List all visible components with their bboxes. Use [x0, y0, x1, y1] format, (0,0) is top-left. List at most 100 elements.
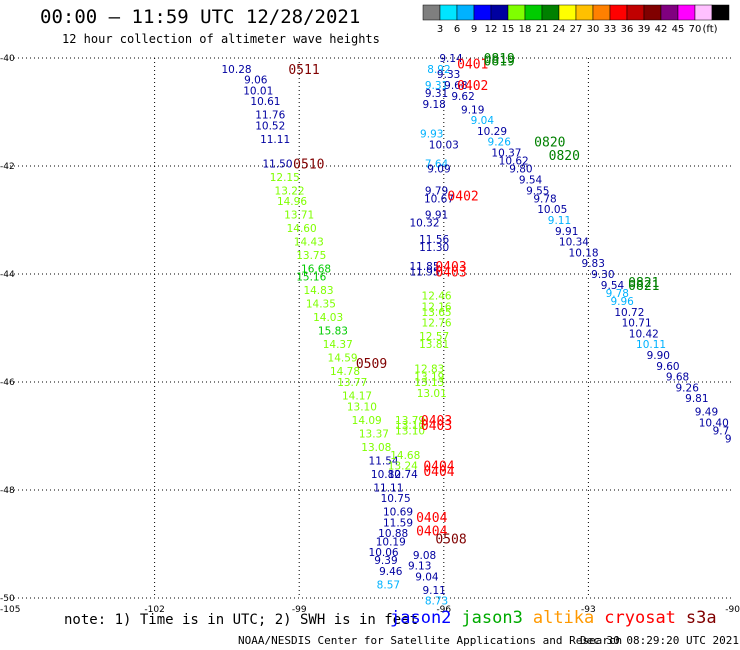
swh-data-point: 11.54: [369, 455, 399, 467]
swh-data-point: 11.11: [373, 482, 403, 494]
x-tick-label: -102: [144, 605, 164, 615]
swh-data-point: 13.13: [414, 377, 444, 389]
x-tick-label: -96: [436, 605, 451, 615]
pass-time-label: 0403: [435, 265, 466, 280]
color-scale-bar: 3 6 9 12 15 18 21 24 27 30 33 36 39 42 45 70 (ft): [422, 4, 730, 34]
colorbar-swatch: [711, 4, 730, 21]
swh-data-point: 9.96: [610, 296, 634, 308]
swh-data-point: 14.35: [306, 299, 336, 311]
swh-data-point: 12.16: [422, 301, 452, 313]
pass-time-label: 0508: [435, 533, 466, 548]
swh-data-point: 11.59: [383, 517, 413, 529]
colorbar-tick-label: 36: [621, 24, 634, 34]
swh-data-point: 11.85: [409, 261, 439, 273]
swh-data-point: 9.11: [548, 215, 571, 227]
swh-data-point: 9.14: [439, 53, 463, 65]
swh-data-point: 15.16: [296, 272, 326, 284]
swh-data-point: 10.42: [629, 328, 659, 340]
pass-time-label: 0404: [423, 460, 454, 475]
swh-data-point: 9.18: [422, 99, 445, 111]
footer-credit: NOAA/NESDIS Center for Satellite Applica…: [238, 634, 623, 647]
colorbar-tick-label: 9: [471, 24, 477, 34]
swh-data-point: 9.90: [647, 350, 670, 362]
colorbar-tick-label: 24: [553, 24, 566, 34]
swh-data-point: 12.57: [419, 331, 449, 343]
swh-data-point: 9.04: [415, 571, 439, 583]
y-tick-label: -48: [0, 486, 15, 496]
colorbar-tick-label: 21: [536, 24, 549, 34]
swh-data-point: 10.28: [222, 64, 252, 76]
pass-time-label: 0820: [549, 149, 580, 164]
pass-time-label: 0511: [288, 63, 319, 78]
swh-data-point: 14.96: [277, 196, 307, 208]
colorbar-tick-label: 42: [655, 24, 668, 34]
swh-data-point: 10.40: [699, 418, 729, 430]
pass-time-label: 0401: [457, 57, 488, 72]
y-tick-label: -50: [0, 594, 15, 604]
pass-time-label: 0403: [435, 260, 466, 275]
swh-data-point: 14.09: [352, 415, 382, 427]
swh-data-point: 10.37: [491, 148, 521, 160]
swh-data-point: 9: [725, 434, 732, 446]
legend-entry: altika: [532, 608, 595, 628]
swh-data-point: 14.60: [287, 223, 317, 235]
swh-data-point: 9.68: [666, 372, 689, 384]
swh-data-point: 8.92: [427, 64, 450, 76]
swh-data-point: 13.75: [296, 250, 326, 262]
legend-entry: jason3: [461, 608, 523, 628]
y-tick-label: -46: [0, 378, 15, 388]
swh-data-point: 9.30: [591, 269, 614, 281]
swh-data-point: 9.54: [519, 175, 543, 187]
swh-data-point: 13.65: [422, 307, 452, 319]
pass-time-label: 0821: [628, 276, 659, 291]
chart-subtitle: 12 hour collection of altimeter wave hei…: [62, 32, 380, 46]
swh-data-point: 9.91: [425, 210, 448, 222]
legend-entry: jason2: [390, 608, 452, 628]
swh-data-point: 10.52: [255, 121, 285, 133]
swh-data-point: 9.19: [461, 104, 484, 116]
swh-data-point: 9.04: [471, 115, 495, 127]
y-tick-label: -44: [0, 270, 15, 280]
pass-time-label: 0509: [356, 357, 387, 372]
swh-data-point: 11.11: [260, 134, 290, 146]
swh-data-point: 14.17: [342, 391, 372, 403]
swh-data-point: 9.31: [425, 88, 448, 100]
swh-data-point: 10.29: [477, 126, 507, 138]
swh-data-point: 10.61: [250, 96, 280, 108]
pass-time-label: 0402: [457, 79, 488, 94]
swh-data-point: 8.57: [377, 580, 400, 592]
swh-data-point: 9.06: [244, 75, 268, 87]
swh-data-point: 13.10: [395, 426, 425, 438]
chart-title: 00:00 – 11:59 UTC 12/28/2021: [40, 6, 361, 28]
swh-data-point: 10.67: [424, 193, 454, 205]
swh-data-point: 10.69: [383, 507, 413, 519]
swh-data-point: 9.26: [676, 382, 700, 394]
swh-data-point: 13.19: [414, 372, 444, 384]
swh-data-point: 12.74: [388, 469, 418, 481]
legend-entry: cryosat: [604, 608, 676, 628]
pass-time-label: 0404: [416, 511, 447, 526]
swh-data-point: 9.13: [408, 561, 431, 573]
swh-data-point: 10.05: [537, 204, 567, 216]
pass-time-label: 0402: [447, 190, 478, 205]
swh-data-point: 13.81: [419, 339, 449, 351]
swh-data-point: 10.32: [409, 218, 439, 230]
swh-data-point: 9.91: [555, 226, 578, 238]
x-tick-label: -105: [0, 605, 20, 615]
swh-data-point: 14.78: [330, 366, 360, 378]
swh-data-point: 14.43: [294, 237, 324, 249]
colorbar-tick-label: 15: [502, 24, 515, 34]
swh-data-point: 9.78: [533, 193, 556, 205]
swh-data-point: 9.60: [656, 361, 679, 373]
footer-timestamp: Dec 30 08:29:20 UTC 2021: [580, 634, 739, 647]
colorbar-tick-label: 33: [604, 24, 617, 34]
swh-data-point: 9.55: [526, 185, 549, 197]
swh-data-point: 15.83: [318, 326, 348, 338]
swh-data-point: 9.7: [713, 426, 730, 438]
swh-data-point: 14.03: [313, 312, 343, 324]
swh-data-point: 9.93: [420, 129, 443, 141]
swh-data-point: 13.79: [395, 415, 425, 427]
colorbar-tick-label: 12: [485, 24, 498, 34]
swh-data-point: 10.11: [636, 339, 666, 351]
